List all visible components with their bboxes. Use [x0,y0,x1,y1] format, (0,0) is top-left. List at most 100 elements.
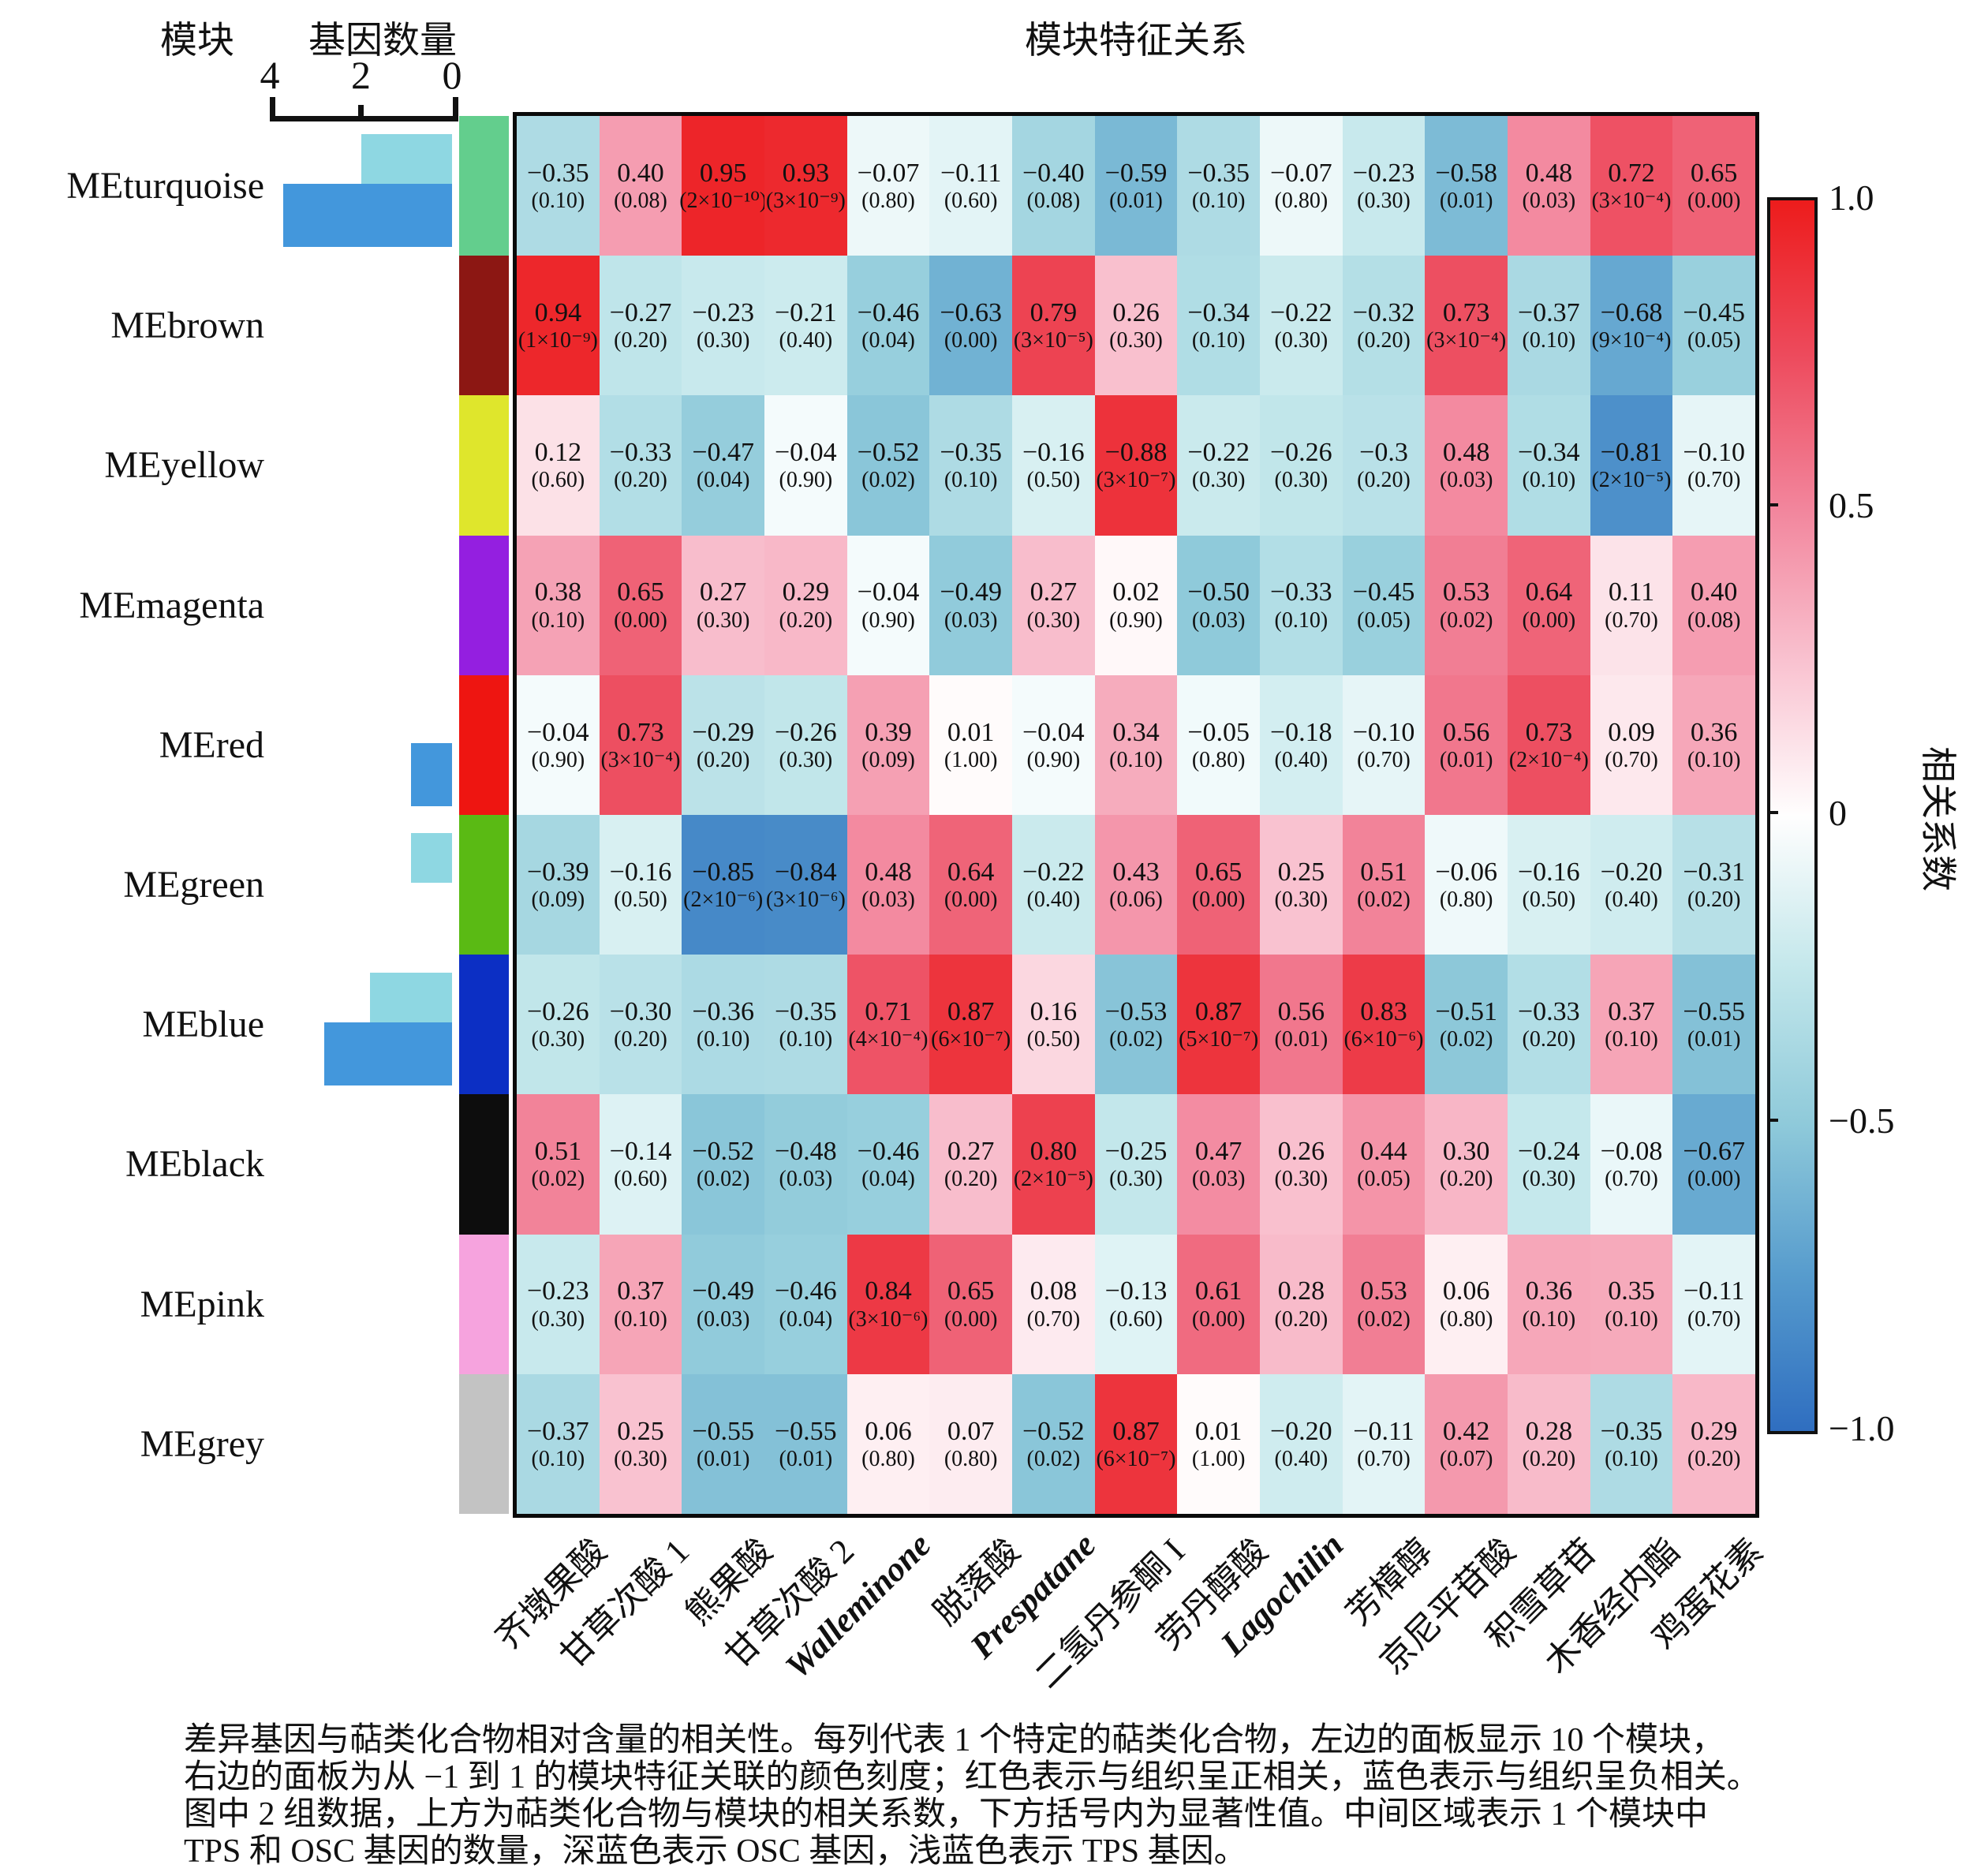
heatmap-cell: 0.56 (0.01) [1425,674,1508,815]
cell-correlation-value: −0.68 [1600,298,1663,328]
cell-correlation-value: −0.27 [609,298,672,328]
heatmap-cell: 0.65 (0.00) [929,1234,1012,1374]
heatmap-cell: −0.33 (0.20) [599,395,682,536]
module-row-label: MEyellow [104,444,264,487]
cell-p-value: (0.00) [1191,887,1246,912]
cell-correlation-value: 0.36 [1525,1276,1573,1306]
cell-p-value: (0.01) [1274,1027,1328,1052]
cell-p-value: (0.80) [1274,188,1328,213]
cell-p-value: (0.03) [1522,188,1576,213]
cell-correlation-value: −0.22 [1022,857,1085,887]
cell-correlation-value: −0.11 [1353,1416,1414,1446]
heatmap-cell: −0.26 (0.30) [1260,395,1343,536]
cell-p-value: (0.70) [1026,1306,1081,1332]
heatmap-cell: 0.06 (0.80) [846,1373,930,1514]
cell-p-value: (0.04) [861,1167,915,1192]
cell-correlation-value: −0.32 [1352,298,1415,328]
heatmap-cell: 0.02 (0.90) [1094,535,1178,675]
heatmap-cell: −0.24 (0.30) [1508,1094,1590,1235]
cell-correlation-value: −0.52 [1022,1416,1085,1446]
cell-p-value: (2×10⁻⁵) [1013,1167,1093,1192]
cell-p-value: (0.20) [1522,1027,1576,1052]
cell-correlation-value: 0.38 [534,577,582,607]
cell-p-value: (0.01) [1687,1027,1741,1052]
cell-p-value: (0.80) [861,1446,915,1471]
cell-p-value: (0.05) [1687,328,1741,353]
cell-p-value: (0.60) [944,188,998,213]
cell-p-value: (0.04) [779,1306,833,1332]
cell-correlation-value: −0.46 [774,1276,837,1306]
cell-correlation-value: −0.35 [1600,1416,1663,1446]
cell-correlation-value: −0.23 [1352,158,1415,188]
cell-p-value: (0.09) [861,747,915,772]
heatmap-cell: 0.26 (0.30) [1260,1094,1343,1235]
cell-correlation-value: 0.11 [1608,577,1655,607]
caption-line: TPS 和 OSC 基因的数量，深蓝色表示 OSC 基因，浅蓝色表示 TPS 基… [184,1833,1247,1870]
heatmap-cell: 0.48 (0.03) [1425,395,1508,536]
heatmap-cell: 0.64 (0.00) [929,815,1012,955]
cell-p-value: (0.40) [1605,887,1658,912]
cell-correlation-value: −0.23 [526,1276,589,1306]
osc-gene-bar [411,742,452,806]
heatmap-cell: 0.36 (0.10) [1672,674,1755,815]
tps-gene-bar [411,833,452,883]
heatmap-cell: −0.48 (0.03) [764,1094,847,1235]
cell-p-value: (0.70) [1605,1167,1658,1192]
module-row-label: MEbrown [110,305,264,347]
cell-p-value: (0.10) [1522,1306,1576,1332]
cell-correlation-value: −0.16 [609,857,672,887]
heatmap-cell: −0.35 (0.10) [929,395,1012,536]
heatmap-cell: 0.28 (0.20) [1508,1373,1590,1514]
cell-p-value: (0.03) [944,607,998,633]
cell-correlation-value: −0.04 [774,438,837,468]
cell-p-value: (0.20) [614,328,667,353]
cell-p-value: (0.30) [531,1306,585,1332]
cell-p-value: (6×10⁻⁶) [1343,1027,1424,1052]
module-swatch [459,955,509,1095]
cell-p-value: (3×10⁻⁴) [1591,188,1672,213]
cell-p-value: (0.10) [531,188,585,213]
cell-correlation-value: 0.01 [947,717,995,747]
cell-correlation-value: −0.16 [1022,438,1085,468]
cell-p-value: (0.30) [1109,328,1163,353]
heatmap-cell: 0.48 (0.03) [846,815,930,955]
cell-correlation-value: 0.37 [1608,997,1655,1027]
cell-correlation-value: −0.26 [526,997,589,1027]
cell-correlation-value: −0.81 [1600,438,1663,468]
cell-p-value: (0.06) [1109,887,1163,912]
heatmap-cell: −0.21 (0.40) [764,256,847,396]
cell-correlation-value: 0.73 [1442,298,1490,328]
heatmap-cell: −0.49 (0.03) [682,1234,764,1374]
cell-p-value: (0.30) [531,1027,585,1052]
heatmap-cell: 0.35 (0.10) [1590,1234,1673,1374]
cell-correlation-value: −0.21 [774,298,837,328]
cell-p-value: (0.20) [1687,1446,1741,1471]
heatmap-cell: 0.40 (0.08) [599,116,682,256]
cell-correlation-value: −0.84 [774,857,837,887]
heatmap-cell: −0.04 (0.90) [764,395,847,536]
cell-p-value: (0.07) [1439,1446,1493,1471]
colorbar-tick-label: −0.5 [1829,1100,1895,1141]
cell-correlation-value: −0.40 [1022,158,1085,188]
module-swatch [459,256,509,396]
module-swatch [459,395,509,536]
heatmap-cell: −0.3 (0.20) [1342,395,1426,536]
heatmap-cell: −0.23 (0.30) [682,256,764,396]
cell-p-value: (0.70) [1605,747,1658,772]
heatmap-cell: −0.55 (0.01) [682,1373,764,1514]
cell-correlation-value: −0.16 [1517,857,1580,887]
module-swatch [459,535,509,676]
cell-p-value: (0.00) [1191,1306,1246,1332]
cell-p-value: (0.10) [1191,188,1246,213]
cell-correlation-value: 0.40 [1690,577,1738,607]
cell-p-value: (0.20) [1439,1167,1493,1192]
cell-correlation-value: −0.50 [1187,577,1250,607]
cell-p-value: (0.30) [1026,607,1081,633]
cell-p-value: (0.20) [1522,1446,1576,1471]
cell-correlation-value: −0.33 [1517,997,1580,1027]
cell-p-value: (0.10) [531,607,585,633]
heatmap-cell: −0.49 (0.03) [929,535,1012,675]
cell-p-value: (0.90) [531,747,585,772]
heatmap-cell: −0.20 (0.40) [1260,1373,1343,1514]
heatmap-cell: 0.65 (0.00) [599,535,682,675]
